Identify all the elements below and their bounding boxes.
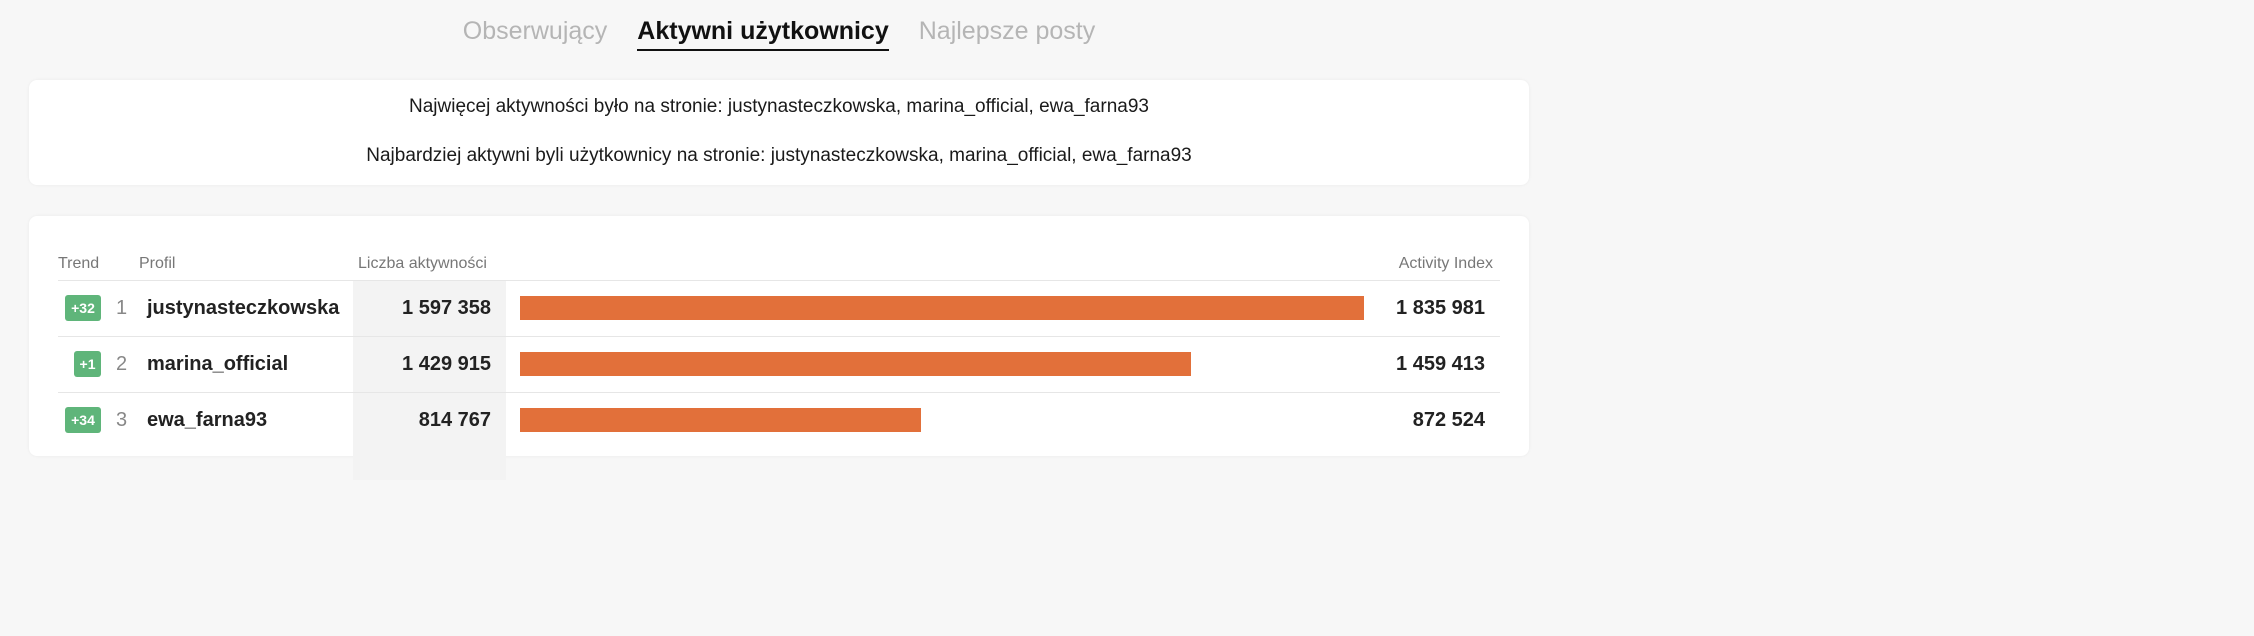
table-row[interactable]: +34 3 ewa_farna93 814 767 872 524 [29, 393, 1529, 448]
header-divider [58, 280, 1500, 281]
profile-name[interactable]: marina_official [147, 353, 289, 375]
activity-index-bar [520, 408, 921, 432]
summary-most-active-users: Najbardziej aktywni byli użytkownicy na … [366, 145, 1192, 166]
tab-top-posts[interactable]: Najlepsze posty [918, 17, 1096, 45]
activity-index-value: 1 459 413 [1396, 353, 1485, 375]
tab-active-users[interactable]: Aktywni użytkownicy [637, 16, 889, 51]
row-divider [58, 392, 1500, 393]
tab-bar: Obserwujący Aktywni użytkownicy Najlepsz… [0, 0, 1558, 70]
header-profile: Profil [139, 255, 176, 272]
active-users-table: Trend Profil Liczba aktywności Activity … [29, 216, 1529, 480]
activity-count: 1 597 358 [402, 297, 491, 319]
table-row[interactable]: +1 2 marina_official 1 429 915 1 459 413 [29, 337, 1529, 392]
activity-index-bar [520, 296, 1364, 320]
tab-followers[interactable]: Obserwujący [462, 17, 608, 45]
trend-badge: +32 [65, 295, 101, 321]
table-row[interactable]: +32 1 justynasteczkowska 1 597 358 1 835… [29, 281, 1529, 336]
trend-badge: +1 [74, 351, 101, 377]
count-column-background [353, 280, 506, 480]
activity-count: 1 429 915 [402, 353, 491, 375]
activity-index-bar [520, 352, 1191, 376]
header-activity-index: Activity Index [1398, 255, 1493, 272]
row-divider [58, 336, 1500, 337]
rank-number: 2 [116, 353, 128, 375]
header-count: Liczba aktywności [358, 255, 487, 272]
summary-card: Najwięcej aktywności było na stronie: ju… [29, 80, 1529, 185]
rank-number: 3 [116, 409, 128, 431]
activity-index-value: 872 524 [1412, 409, 1485, 431]
profile-name[interactable]: ewa_farna93 [147, 409, 268, 431]
trend-badge: +34 [65, 407, 101, 433]
activity-index-value: 1 835 981 [1396, 297, 1485, 319]
header-trend: Trend [58, 255, 100, 272]
activity-count: 814 767 [418, 409, 491, 431]
summary-most-activity: Najwięcej aktywności było na stronie: ju… [409, 96, 1149, 117]
profile-name[interactable]: justynasteczkowska [147, 297, 340, 319]
rank-number: 1 [116, 297, 128, 319]
